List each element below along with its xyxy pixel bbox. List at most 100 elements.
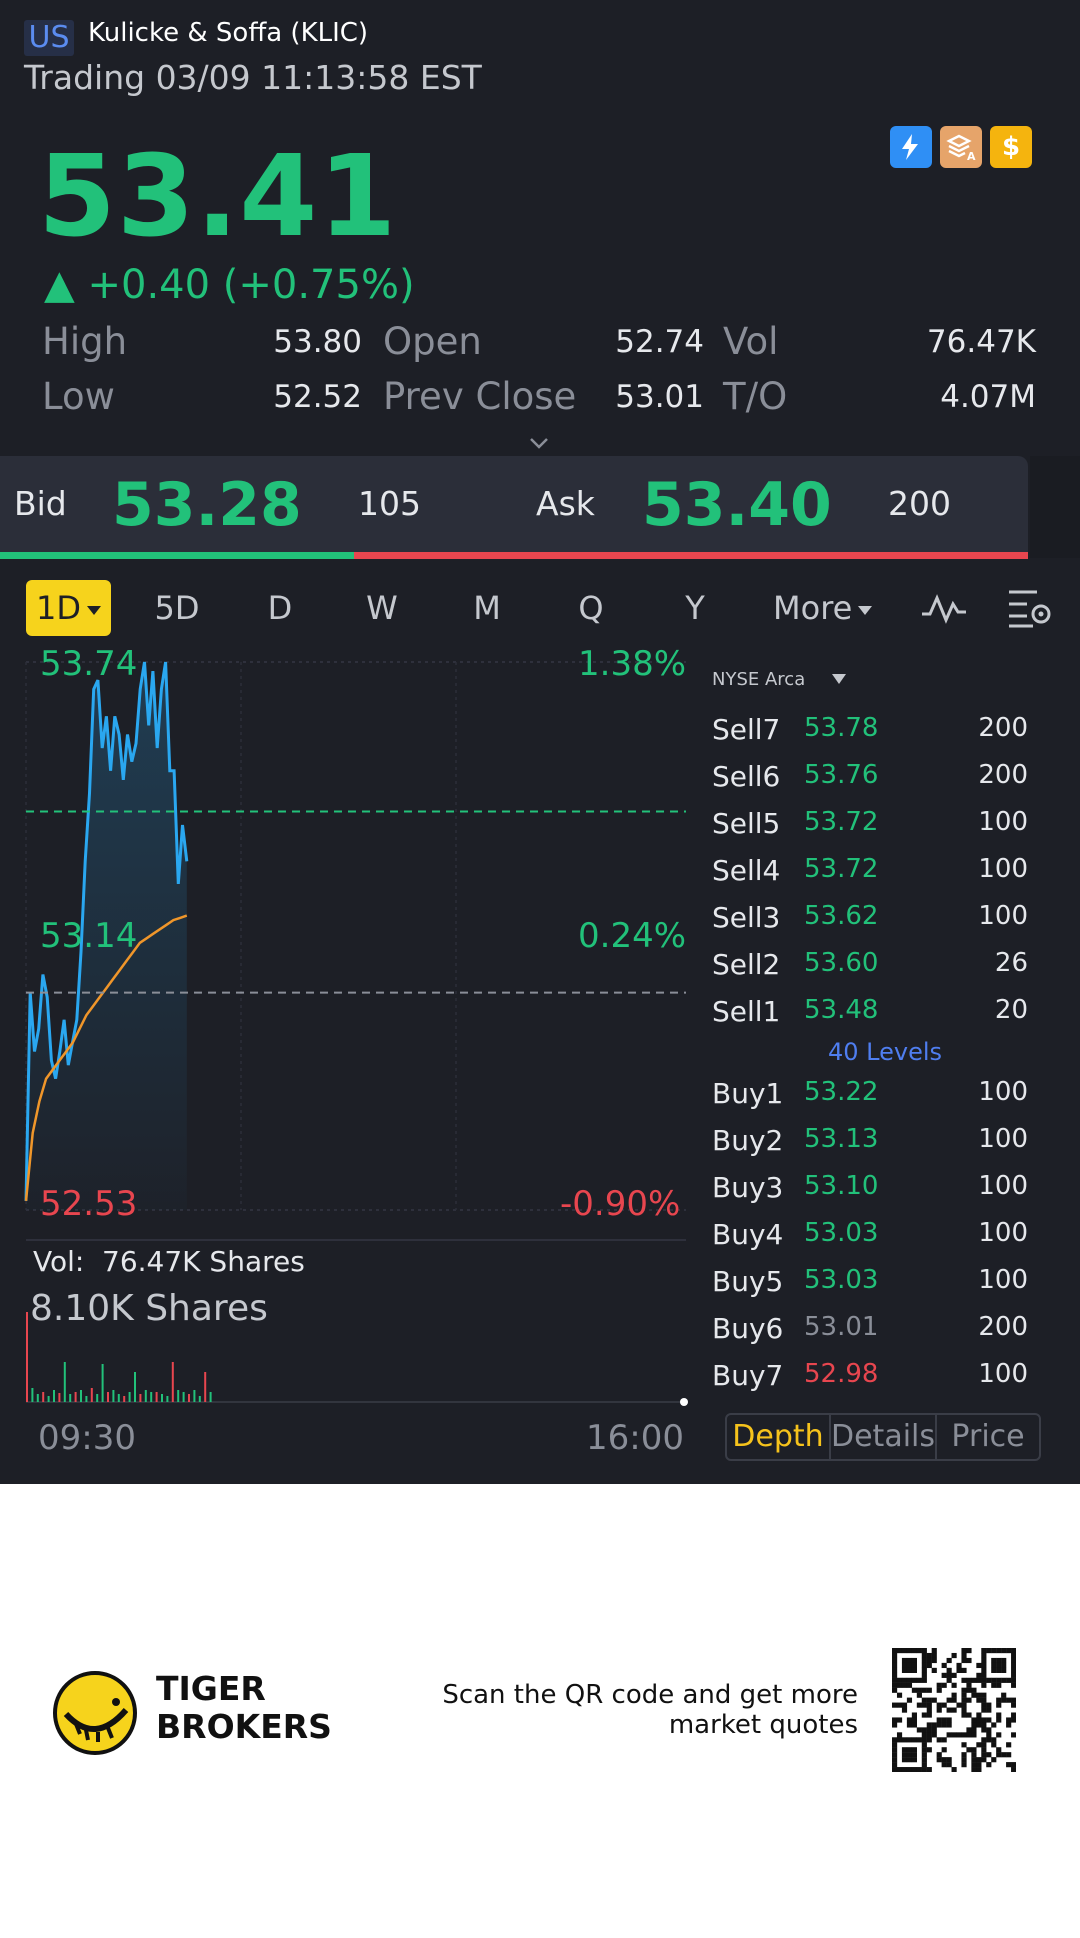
qr-module <box>981 1757 987 1763</box>
qr-module <box>892 1752 898 1758</box>
qr-module <box>926 1697 932 1703</box>
tab-price[interactable]: Price <box>951 1419 1025 1454</box>
chart-settings-icon[interactable] <box>1005 586 1053 630</box>
indicator-icon[interactable] <box>920 590 968 626</box>
qr-module <box>1011 1767 1016 1772</box>
sell-row-3[interactable]: Sell5 53.72 100 <box>712 807 1028 845</box>
qr-module <box>971 1757 977 1763</box>
sell-row-4[interactable]: Sell4 53.72 100 <box>712 854 1028 892</box>
qr-module <box>971 1752 977 1758</box>
qr-module <box>976 1662 982 1669</box>
tab-5d[interactable]: 5D <box>154 589 200 627</box>
qr-module <box>986 1702 992 1708</box>
qr-module <box>892 1652 898 1659</box>
tab-w[interactable]: W <box>366 589 398 627</box>
stack-a-icon[interactable]: A <box>940 126 982 168</box>
tab-more[interactable]: More <box>773 580 873 636</box>
qr-module <box>911 1747 917 1753</box>
qr-module <box>1006 1697 1012 1703</box>
qr-module <box>901 1682 908 1688</box>
volume-bar <box>117 1394 120 1402</box>
qr-module <box>996 1747 1002 1753</box>
volume-bar <box>42 1392 45 1402</box>
lightning-1-icon[interactable] <box>890 126 932 168</box>
volume-bars <box>26 1312 212 1402</box>
buy-row-5[interactable]: Buy5 53.03 100 <box>712 1265 1028 1303</box>
qr-module <box>951 1697 957 1703</box>
trading-status: Trading 03/09 11:13:58 EST <box>24 58 482 97</box>
qr-module <box>966 1657 972 1664</box>
chart-mid-pct: 0.24% <box>578 916 687 956</box>
qr-module <box>931 1727 937 1733</box>
qr-module <box>951 1692 957 1698</box>
levels-link[interactable]: 40 Levels <box>828 1038 943 1066</box>
buy-level-qty: 100 <box>978 1124 1028 1154</box>
buy-row-1[interactable]: Buy1 53.22 100 <box>712 1077 1028 1115</box>
qr-module <box>996 1702 1002 1708</box>
buy-row-4[interactable]: Buy4 53.03 100 <box>712 1218 1028 1256</box>
qr-module <box>996 1667 1002 1673</box>
qr-module <box>941 1757 947 1763</box>
qr-module <box>976 1692 982 1698</box>
qr-module <box>996 1712 1002 1718</box>
qr-module <box>926 1767 932 1772</box>
qr-module <box>906 1717 913 1723</box>
tab-q[interactable]: Q <box>578 589 604 627</box>
exchange-selector[interactable]: NYSE Arca <box>712 669 847 690</box>
buy-level-label: Buy3 <box>712 1171 784 1204</box>
buy-row-7[interactable]: Buy7 52.98 100 <box>712 1359 1028 1397</box>
tab-y[interactable]: Y <box>685 589 705 627</box>
volume-bar <box>112 1390 115 1402</box>
sell-row-5[interactable]: Sell3 53.62 100 <box>712 901 1028 939</box>
price-change: ▲ +0.40 (+0.75%) <box>44 262 415 308</box>
tab-details[interactable]: Details <box>831 1415 938 1459</box>
bid-ask-panel: Bid 53.28 105 Ask 53.40 200 <box>0 456 1028 558</box>
time-end: 16:00 <box>586 1418 684 1458</box>
volume-bar <box>204 1372 207 1402</box>
sell-row-6[interactable]: Sell2 53.60 26 <box>712 948 1028 986</box>
qr-module <box>981 1648 987 1654</box>
qr-module <box>1006 1752 1012 1758</box>
buy-level-price: 53.01 <box>804 1312 879 1342</box>
qr-module <box>981 1667 987 1673</box>
dollar-icon[interactable]: $ <box>990 126 1032 168</box>
qr-module <box>921 1737 927 1743</box>
bid-ask-panel-edge <box>1030 456 1080 558</box>
qr-module <box>986 1732 992 1738</box>
qr-module <box>976 1762 982 1768</box>
qr-module <box>966 1687 972 1693</box>
qr-module <box>946 1667 952 1673</box>
qr-module <box>961 1652 967 1659</box>
tab-m[interactable]: M <box>473 589 501 627</box>
sell-row-7[interactable]: Sell1 53.48 20 <box>712 995 1028 1033</box>
qr-module <box>1001 1677 1007 1683</box>
qr-module <box>896 1648 903 1654</box>
qr-module <box>936 1722 942 1728</box>
buy-row-3[interactable]: Buy3 53.10 100 <box>712 1171 1028 1209</box>
buy-row-2[interactable]: Buy2 53.13 100 <box>712 1124 1028 1162</box>
qr-module <box>1011 1717 1016 1723</box>
sell-level-label: Sell7 <box>712 713 781 746</box>
tab-1d[interactable]: 1D <box>26 580 111 636</box>
qr-module <box>906 1747 913 1753</box>
chevron-down-icon[interactable] <box>528 432 550 454</box>
stock-name: Kulicke & Soffa (KLIC) <box>88 18 369 48</box>
intraday-chart[interactable] <box>0 650 700 1420</box>
qr-module <box>901 1702 908 1708</box>
qr-module <box>901 1662 908 1669</box>
volume-bar <box>139 1394 142 1402</box>
qr-module <box>946 1707 952 1713</box>
buy-row-6[interactable]: Buy6 53.01 200 <box>712 1312 1028 1350</box>
tab-d[interactable]: D <box>267 589 293 627</box>
qr-code[interactable] <box>892 1648 1016 1772</box>
tab-depth[interactable]: Depth <box>727 1415 831 1459</box>
sell-row-2[interactable]: Sell6 53.76 200 <box>712 760 1028 798</box>
sell-row-1[interactable]: Sell7 53.78 200 <box>712 713 1028 751</box>
qr-module <box>951 1732 957 1738</box>
sell-level-label: Sell4 <box>712 854 781 887</box>
qr-module <box>896 1682 903 1688</box>
volume-bar <box>134 1372 136 1402</box>
qr-module <box>896 1767 903 1772</box>
qr-module <box>986 1737 992 1743</box>
low-value: 52.52 <box>273 379 362 415</box>
